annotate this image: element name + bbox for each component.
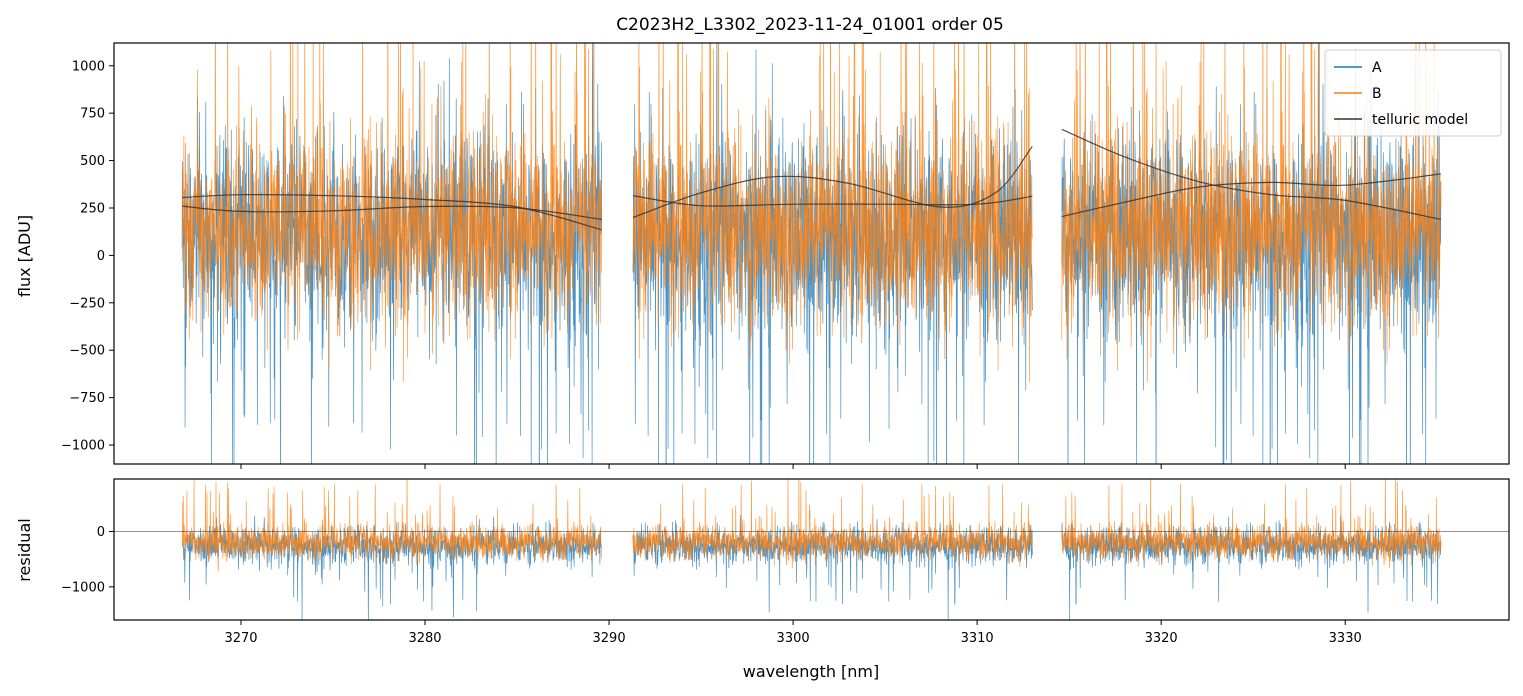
flux-y-tick-label: −1000 [61, 439, 105, 454]
legend-label-b: B [1372, 86, 1382, 102]
flux-y-axis-label: flux [ADU] [15, 215, 34, 297]
series-b-segment-1 [181, 43, 603, 382]
flux-y-tick-label: −750 [69, 391, 105, 406]
residual-b-segment-3 [1061, 479, 1442, 569]
flux-y-tick-label: −250 [69, 296, 105, 311]
series-b-segment-3 [1061, 43, 1442, 382]
legend-label-a: A [1372, 60, 1382, 76]
residual-x-tick-label: 3270 [224, 631, 257, 646]
series-b-segment-2 [632, 43, 1033, 382]
flux-y-tick-label: −500 [69, 344, 105, 359]
telluric-model-curve-5 [1061, 128, 1442, 220]
residual-y-tick-label: 0 [97, 525, 105, 540]
legend-box [1324, 49, 1502, 137]
flux-axes: −1000 −750 −500 −250 0 250 500 750 1000 flux [AD… [15, 42, 1510, 469]
residual-x-tick-label: 3300 [777, 631, 810, 646]
residual-x-tick-label: 3310 [961, 631, 994, 646]
residual-y-axis-label: residual [15, 518, 34, 581]
telluric-model-curve-4 [632, 195, 1033, 207]
flux-y-tick-label: 250 [80, 201, 105, 216]
legend: A B telluric model [1324, 49, 1502, 137]
residual-x-tick-label: 3320 [1145, 631, 1178, 646]
residual-b-segment-1 [181, 479, 603, 572]
flux-y-tick-label: 0 [97, 249, 105, 264]
flux-x-ticks [240, 464, 1346, 469]
residual-x-tick-label: 3280 [408, 631, 441, 646]
legend-label-telluric: telluric model [1372, 112, 1468, 128]
residual-x-tick-label: 3290 [593, 631, 626, 646]
residual-x-ticks: 3270 3280 3290 3300 3310 3320 3330 [224, 620, 1362, 646]
telluric-model-curve-6 [1061, 173, 1441, 218]
residual-axes-frame [113, 478, 1510, 621]
flux-axes-frame [113, 42, 1510, 465]
telluric-model-curve-3 [632, 146, 1033, 219]
flux-y-ticks: −1000 −750 −500 −250 0 250 500 750 1000 [61, 59, 114, 454]
residual-axes: −1000 0 3270 3280 3290 3300 3310 3320 3330 resi… [15, 478, 1510, 681]
residual-a-segment-2 [632, 515, 1033, 620]
flux-y-tick-label: 1000 [72, 59, 105, 74]
x-axis-label: wavelength [nm] [743, 662, 880, 681]
chart-title: C2023H2_L3302_2023-11-24_01001 order 05 [616, 15, 1004, 35]
residual-y-tick-label: −1000 [61, 580, 105, 595]
residual-plot-area [114, 479, 1509, 620]
flux-y-tick-label: 750 [80, 107, 105, 122]
residual-y-ticks: −1000 0 [61, 525, 114, 595]
flux-y-tick-label: 500 [80, 154, 105, 169]
telluric-model-curve-2 [182, 205, 602, 220]
residual-a-segment-3 [1061, 515, 1442, 620]
flux-plot-area [181, 43, 1442, 464]
residual-b-segment-2 [632, 479, 1033, 569]
residual-x-tick-label: 3330 [1329, 631, 1362, 646]
